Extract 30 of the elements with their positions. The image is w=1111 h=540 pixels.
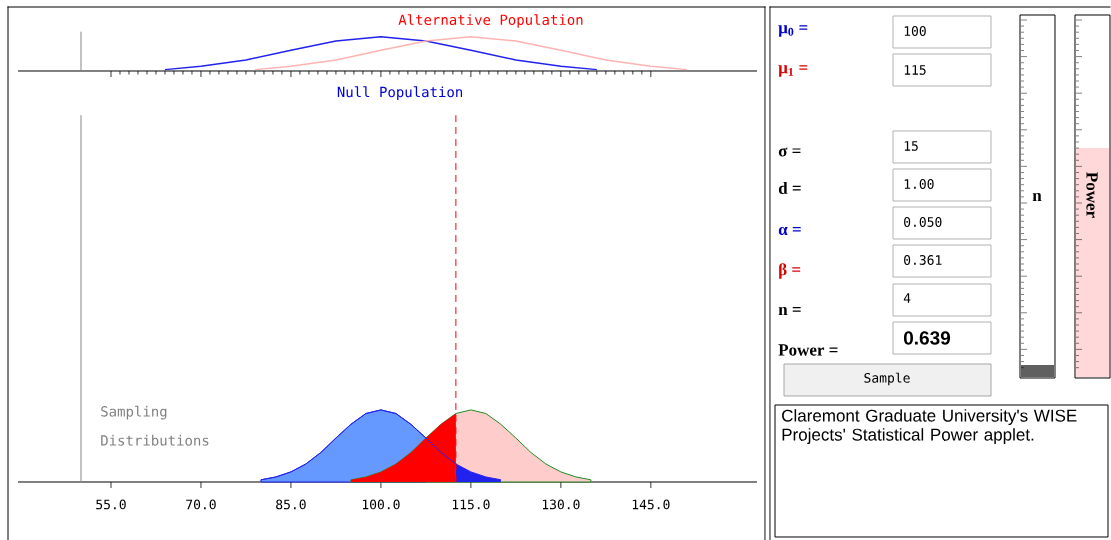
x-tick-label: 130.0 <box>542 499 580 510</box>
text: 100 <box>904 26 926 36</box>
text: Alternative Population <box>398 14 583 28</box>
x-tick-label: 145.0 <box>632 499 670 510</box>
annotation: Sampling Distributions <box>101 405 209 446</box>
text: 0.361 <box>904 255 942 265</box>
text: μ$_{0}$ = <box>778 25 808 37</box>
text: d = <box>778 182 801 194</box>
text: Power = <box>778 344 838 356</box>
text: 1.00 <box>904 179 934 189</box>
x-tick-label: 100.0 <box>362 499 400 510</box>
text: σ = <box>778 147 801 157</box>
text: 0.050 <box>904 217 942 227</box>
x-tick-label: 70.0 <box>186 499 216 510</box>
text: 0.639 <box>903 331 951 345</box>
text: Power <box>1086 172 1098 218</box>
text: μ$_{1}$ = <box>778 65 808 77</box>
text: Claremont Graduate University's WISE Projects' Statistical Power applet. <box>782 409 1077 445</box>
x-tick-label: 85.0 <box>276 499 306 510</box>
text: 15 <box>904 141 918 151</box>
x-tick-label: 115.0 <box>452 499 490 510</box>
text: n = <box>778 306 801 315</box>
x-tick-label: 55.0 <box>96 499 126 510</box>
text: β = <box>779 263 801 279</box>
text: Null Population <box>337 86 463 100</box>
text: Sample <box>864 372 910 386</box>
text: α = <box>778 226 801 236</box>
text: n <box>1032 192 1042 201</box>
text: 4 <box>903 293 911 303</box>
text: 115 <box>904 65 926 75</box>
